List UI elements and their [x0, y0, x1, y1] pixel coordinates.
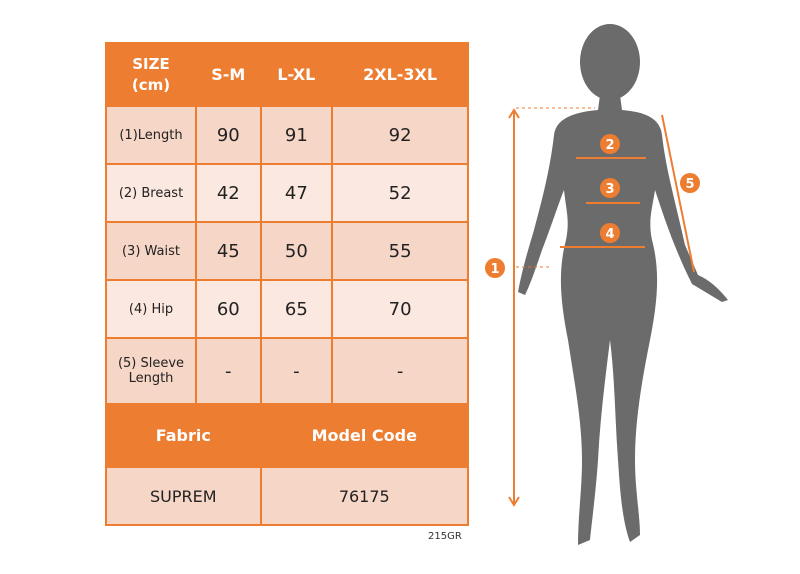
row-label-line2: Length: [128, 371, 174, 386]
female-silhouette-icon: 2 3 4 5 1: [485, 24, 728, 545]
model-code-value: 76175: [259, 466, 470, 526]
cell: 90: [195, 105, 262, 165]
size-col-lxl: L-XL: [259, 42, 334, 107]
cell: 60: [195, 279, 262, 339]
cell: 50: [259, 221, 334, 281]
cell: 70: [331, 279, 469, 339]
model-code-label: Model Code: [259, 403, 470, 468]
size-header: SIZE (cm): [105, 42, 197, 107]
row-label: (3) Waist: [105, 221, 197, 281]
size-header-line1: SIZE: [132, 54, 170, 73]
cell: 91: [259, 105, 334, 165]
cell: -: [331, 337, 469, 405]
size-col-2xl3xl: 2XL-3XL: [331, 42, 469, 107]
size-chart-table: SIZE (cm) S-M L-XL 2XL-3XL (1)Length 90 9…: [105, 42, 470, 526]
fabric-value: SUPREM: [105, 466, 262, 526]
fabric-value-row: SUPREM 76175: [105, 466, 470, 526]
row-label: (4) Hip: [105, 279, 197, 339]
row-label-line1: (5) Sleeve: [117, 356, 185, 371]
measure-lines: [508, 107, 695, 507]
fabric-header-row: Fabric Model Code: [105, 403, 470, 468]
marker-5: 5: [685, 177, 694, 192]
table-row: (3) Waist 45 50 55: [105, 221, 469, 281]
cell: -: [195, 337, 262, 405]
size-header-line2: (cm): [131, 75, 171, 94]
footnote-code: 215GR: [428, 531, 462, 542]
sleeve-arrow: [661, 114, 695, 273]
markers: 2 3 4 5 1: [485, 134, 700, 278]
cell: 42: [195, 163, 262, 223]
table-row: (5) Sleeve Length - - -: [105, 337, 469, 405]
table-row: (2) Breast 42 47 52: [105, 163, 469, 223]
header-row: SIZE (cm) S-M L-XL 2XL-3XL: [105, 42, 469, 107]
cell: 45: [195, 221, 262, 281]
fabric-label: Fabric: [105, 403, 262, 468]
marker-4: 4: [605, 227, 614, 242]
cell: 55: [331, 221, 469, 281]
marker-1: 1: [490, 262, 499, 277]
cell: 65: [259, 279, 334, 339]
silhouette-body: [518, 24, 728, 545]
row-label: (5) Sleeve Length: [105, 337, 197, 405]
cell: 92: [331, 105, 469, 165]
cell: 47: [259, 163, 334, 223]
table-row: (1)Length 90 91 92: [105, 105, 469, 165]
table-row: (4) Hip 60 65 70: [105, 279, 469, 339]
marker-3: 3: [605, 182, 614, 197]
cell: 52: [331, 163, 469, 223]
marker-2: 2: [605, 138, 614, 153]
cell: -: [259, 337, 334, 405]
row-label: (2) Breast: [105, 163, 197, 223]
size-col-sm: S-M: [195, 42, 262, 107]
row-label: (1)Length: [105, 105, 197, 165]
